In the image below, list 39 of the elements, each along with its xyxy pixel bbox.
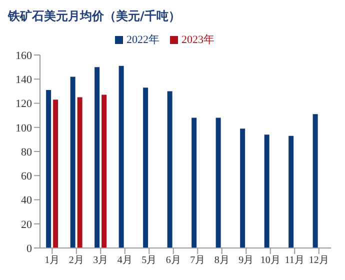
bar — [102, 94, 107, 248]
y-tick-label: 60 — [21, 170, 32, 183]
legend-label: 2023年 — [182, 34, 214, 46]
bar — [53, 100, 58, 248]
bar — [118, 66, 124, 248]
chart-title: 铁矿石美元月均价（美元/千吨） — [8, 8, 182, 25]
x-tick-label: 12月 — [308, 255, 329, 266]
x-tick-label: 11月 — [284, 255, 304, 266]
y-tick-label: 140 — [16, 74, 32, 86]
x-tick-label: 2月 — [68, 255, 84, 266]
y-tick-label: 100 — [16, 122, 32, 134]
bar — [143, 88, 148, 248]
x-tick-label: 9月 — [238, 255, 254, 266]
y-tick-label: 160 — [16, 50, 32, 62]
x-tick-label: 1月 — [44, 255, 60, 266]
legend-label: 2022年 — [126, 34, 160, 46]
y-tick-label: 20 — [21, 218, 32, 231]
y-tick-label: 80 — [21, 146, 32, 158]
bar — [167, 91, 172, 248]
x-tick-label: 4月 — [117, 255, 132, 266]
bar — [264, 134, 270, 248]
x-tick-label: 7月 — [190, 255, 206, 266]
y-tick-label: 120 — [16, 98, 32, 110]
y-tick-label: 0 — [26, 242, 32, 255]
bar — [77, 97, 82, 248]
bar — [240, 128, 246, 248]
bar — [288, 136, 294, 248]
x-tick-label: 6月 — [166, 255, 181, 266]
y-tick-label: 40 — [21, 194, 32, 207]
bar — [312, 114, 318, 248]
bar — [70, 76, 76, 248]
x-tick-label: 5月 — [142, 255, 157, 266]
x-tick-label: 10月 — [260, 255, 280, 266]
bar — [46, 90, 52, 248]
x-tick-label: 8月 — [214, 255, 230, 266]
x-tick-label: 3月 — [93, 255, 108, 266]
bar — [192, 118, 197, 248]
bar — [94, 67, 100, 248]
bar — [216, 118, 221, 248]
